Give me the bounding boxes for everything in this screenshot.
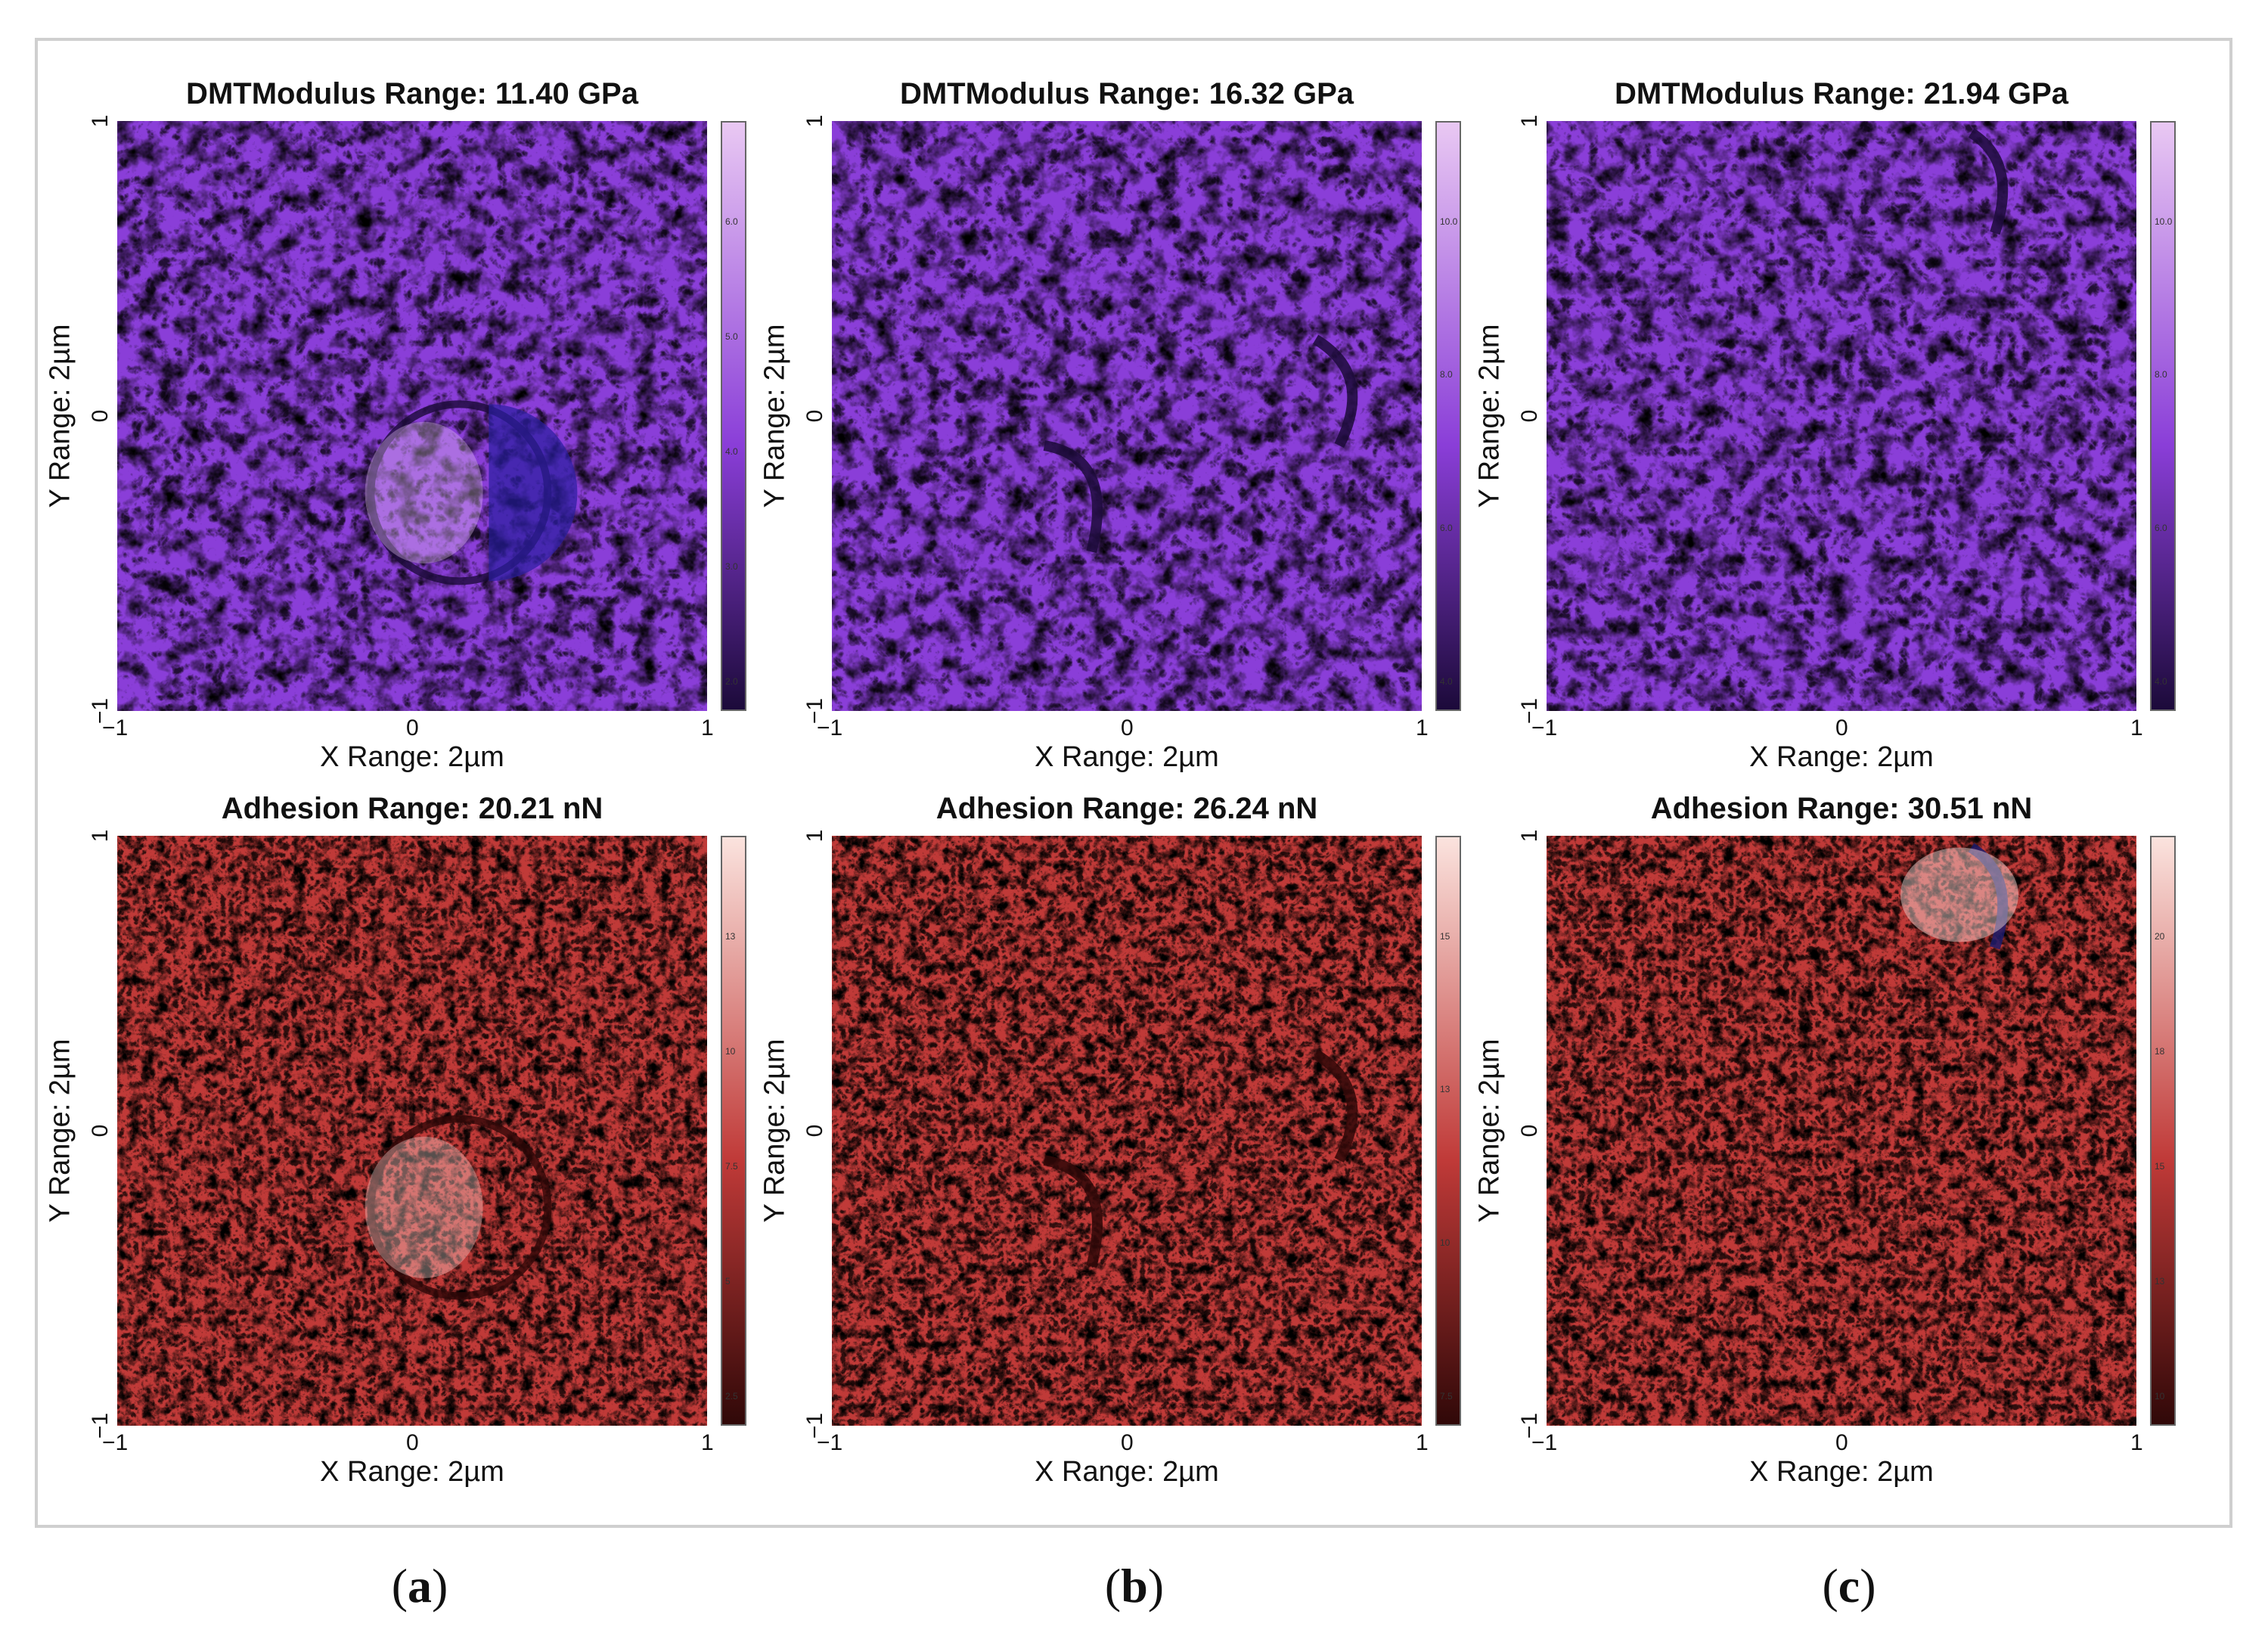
y-tick-label: 0 — [1517, 409, 1542, 423]
x-tick-label: 0 — [1121, 1430, 1134, 1455]
colorbar-tick-label: 10 — [1440, 1237, 1450, 1249]
x-tick-label: −1 — [102, 1430, 129, 1455]
colorbar-modulus-a — [721, 121, 746, 711]
y-axis-label: Y Range: 2µm — [1473, 1038, 1506, 1223]
y-tick-label: −1 — [802, 697, 827, 725]
colorbar-tick-label: 18 — [2155, 1045, 2165, 1057]
colorbar-tick-label: 13 — [2155, 1275, 2165, 1287]
colorbar-tick-label: 2.0 — [725, 676, 738, 687]
x-tick-label: −1 — [102, 716, 129, 740]
x-tick-label: 1 — [701, 1430, 714, 1455]
colorbar-adhesion-a — [721, 836, 746, 1426]
colorbar-tick-label: 15 — [2155, 1160, 2165, 1172]
x-axis-label: X Range: 2µm — [320, 1456, 504, 1488]
colorbar-tick-label: 4.0 — [1440, 676, 1453, 687]
panel-title: DMTModulus Range: 16.32 GPa — [899, 77, 1354, 110]
colorbar-tick-label: 13 — [1440, 1084, 1450, 1095]
subfigure-label-a: (a) — [391, 1559, 448, 1613]
colorbar-tick-label: 4.0 — [725, 445, 738, 457]
colorbar-adhesion-c — [2150, 836, 2176, 1426]
x-tick-label: 1 — [2130, 716, 2143, 740]
x-axis-label: X Range: 2µm — [1749, 1456, 1934, 1488]
x-tick-label: 1 — [1416, 716, 1429, 740]
y-axis-label: Y Range: 2µm — [759, 324, 791, 508]
y-tick-label: 0 — [802, 1124, 827, 1138]
y-axis-label: Y Range: 2µm — [759, 1038, 791, 1223]
colorbar-modulus-c — [2150, 121, 2176, 711]
modulus-map-b — [832, 121, 1422, 711]
x-tick-label: −1 — [1531, 1430, 1558, 1455]
colorbar-tick-label: 7.5 — [1440, 1391, 1453, 1402]
colorbar-tick-label: 4.0 — [2155, 676, 2167, 687]
colorbar-tick-label: 15 — [1440, 930, 1450, 942]
modulus-map-a — [117, 121, 707, 711]
x-tick-label: −1 — [1531, 716, 1558, 740]
x-axis-label: X Range: 2µm — [320, 741, 504, 773]
panel-title: Adhesion Range: 20.21 nN — [221, 792, 603, 825]
y-tick-label: 1 — [88, 829, 113, 843]
y-tick-label: 0 — [88, 409, 113, 423]
colorbar-tick-label: 10 — [725, 1045, 736, 1057]
colorbar-tick-label: 6.0 — [2155, 523, 2167, 534]
y-tick-label: −1 — [88, 697, 113, 725]
colorbar-tick-label: 5.0 — [725, 331, 738, 342]
x-tick-label: 0 — [1835, 716, 1848, 740]
y-tick-label: 1 — [1517, 829, 1542, 843]
x-axis-label: X Range: 2µm — [1035, 1456, 1219, 1488]
x-tick-label: 1 — [701, 716, 714, 740]
colorbar-tick-label: 10 — [2155, 1391, 2165, 1402]
y-tick-label: −1 — [1517, 1412, 1542, 1439]
adhesion-map-c — [1547, 836, 2136, 1426]
colorbar-tick-label: 20 — [2155, 930, 2165, 942]
x-tick-label: 0 — [1835, 1430, 1848, 1455]
colorbar-tick-label: 13 — [725, 930, 736, 942]
subfigure-letter: a — [408, 1559, 432, 1613]
y-tick-label: 1 — [1517, 114, 1542, 128]
y-tick-label: −1 — [802, 1412, 827, 1439]
y-tick-label: 1 — [88, 114, 113, 128]
colorbar-tick-label: 10.0 — [2155, 216, 2173, 227]
y-tick-label: 1 — [802, 829, 827, 843]
colorbar-adhesion-b — [1435, 836, 1461, 1426]
colorbar-tick-label: 10.0 — [1440, 216, 1458, 227]
x-tick-label: 1 — [2130, 1430, 2143, 1455]
colorbar-tick-label: 5 — [725, 1275, 731, 1287]
y-tick-label: −1 — [1517, 697, 1542, 725]
colorbar-tick-label: 6.0 — [725, 216, 738, 227]
x-tick-label: 0 — [406, 716, 419, 740]
colorbar-tick-label: 8.0 — [1440, 369, 1453, 380]
y-tick-label: 0 — [88, 1124, 113, 1138]
x-tick-label: 0 — [406, 1430, 419, 1455]
adhesion-map-b — [832, 836, 1422, 1426]
colorbar-tick-label: 8.0 — [2155, 369, 2167, 380]
x-tick-label: 1 — [1416, 1430, 1429, 1455]
y-tick-label: 0 — [1517, 1124, 1542, 1138]
y-axis-label: Y Range: 2µm — [44, 1038, 76, 1223]
subfigure-label-b: (b) — [1104, 1559, 1165, 1613]
x-tick-label: −1 — [817, 1430, 843, 1455]
modulus-map-c — [1547, 121, 2136, 711]
y-tick-label: −1 — [88, 1412, 113, 1439]
panel-title: DMTModulus Range: 21.94 GPa — [1614, 77, 2069, 110]
colorbar-tick-label: 6.0 — [1440, 523, 1453, 534]
colorbar-tick-label: 7.5 — [725, 1160, 738, 1172]
subfigure-label-c: (c) — [1822, 1559, 1876, 1613]
y-tick-label: 0 — [802, 409, 827, 423]
colorbar-tick-label: 3.0 — [725, 560, 738, 572]
colorbar-tick-label: 2.5 — [725, 1391, 738, 1402]
x-axis-label: X Range: 2µm — [1749, 741, 1934, 773]
y-tick-label: 1 — [802, 114, 827, 128]
subfigure-letter: b — [1121, 1559, 1148, 1613]
adhesion-map-a — [117, 836, 707, 1426]
subfigure-letter: c — [1838, 1559, 1860, 1613]
x-tick-label: −1 — [817, 716, 843, 740]
y-axis-label: Y Range: 2µm — [1473, 324, 1506, 508]
colorbar-modulus-b — [1435, 121, 1461, 711]
y-axis-label: Y Range: 2µm — [44, 324, 76, 508]
panel-title: Adhesion Range: 30.51 nN — [1650, 792, 2033, 825]
panel-title: DMTModulus Range: 11.40 GPa — [186, 77, 638, 110]
x-axis-label: X Range: 2µm — [1035, 741, 1219, 773]
panel-title: Adhesion Range: 26.24 nN — [935, 792, 1318, 825]
x-tick-label: 0 — [1121, 716, 1134, 740]
